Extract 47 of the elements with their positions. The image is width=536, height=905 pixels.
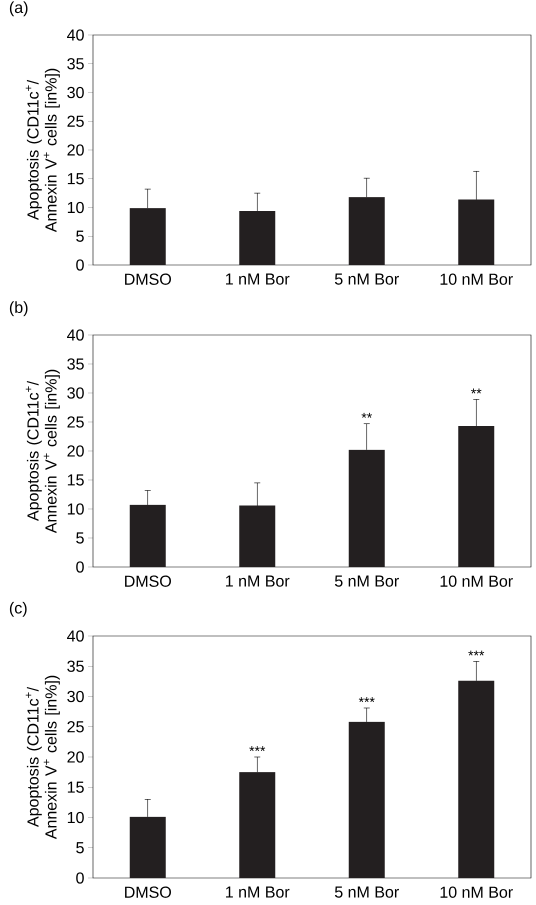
x-tick-label: 5 nM Bor — [334, 886, 399, 898]
y-tick-label: 10 — [68, 202, 84, 214]
x-tick-label: 10 nM Bor — [440, 576, 513, 587]
annotation: *** — [358, 697, 375, 702]
x-tick-label: DMSO — [125, 274, 171, 285]
x-tick-label: 1 nM Bor — [226, 576, 290, 587]
y-tick-label: 20 — [67, 445, 84, 457]
chart-title: (b) — [10, 301, 28, 316]
y-tick-label: 35 — [67, 58, 84, 70]
y-tick-label: 15 — [68, 782, 84, 793]
chart-title: (a) — [10, 1, 28, 16]
y-tick-label: 30 — [67, 690, 84, 702]
y-tick-label: 15 — [68, 474, 84, 486]
y-tick-label: 5 — [76, 842, 84, 854]
y-tick-label: 5 — [76, 230, 84, 242]
x-tick-label: 1 nM Bor — [226, 274, 290, 285]
x-tick-label: 10 nM Bor — [440, 886, 513, 898]
y-tick-label: 10 — [68, 503, 84, 515]
x-tick-label: 5 nM Bor — [334, 274, 399, 285]
x-tick-label: 5 nM Bor — [334, 576, 399, 587]
y-tick-label: 20 — [67, 751, 84, 763]
x-tick-label: DMSO — [125, 886, 171, 898]
y-tick-label: 5 — [76, 532, 84, 544]
chart-title: (c) — [10, 602, 27, 617]
x-tick-label: DMSO — [125, 576, 171, 587]
y-tick-label: 40 — [67, 630, 84, 642]
y-tick-label: 25 — [67, 416, 84, 428]
annotation: ** — [362, 412, 372, 418]
y-tick-label: 15 — [68, 173, 84, 184]
y-tick-label: 25 — [67, 721, 84, 732]
annotation: ** — [471, 388, 482, 394]
y-tick-label: 40 — [67, 329, 84, 341]
y-tick-label: 25 — [67, 116, 84, 127]
y-tick-label: 40 — [67, 29, 84, 41]
y-tick-label: 35 — [67, 358, 84, 370]
y-tick-label: 0 — [76, 561, 84, 573]
y-tick-label: 30 — [67, 86, 84, 98]
y-tick-label: 30 — [67, 387, 84, 399]
x-tick-label: 10 nM Bor — [440, 274, 513, 285]
y-tick-label: 35 — [67, 660, 84, 672]
x-tick-label: 1 nM Bor — [226, 886, 290, 898]
y-tick-label: 10 — [68, 812, 84, 824]
y-tick-label: 0 — [76, 259, 84, 271]
y-tick-label: 0 — [76, 872, 84, 884]
y-tick-label: 20 — [67, 144, 84, 156]
annotation: *** — [249, 746, 266, 752]
annotation: *** — [468, 650, 484, 656]
